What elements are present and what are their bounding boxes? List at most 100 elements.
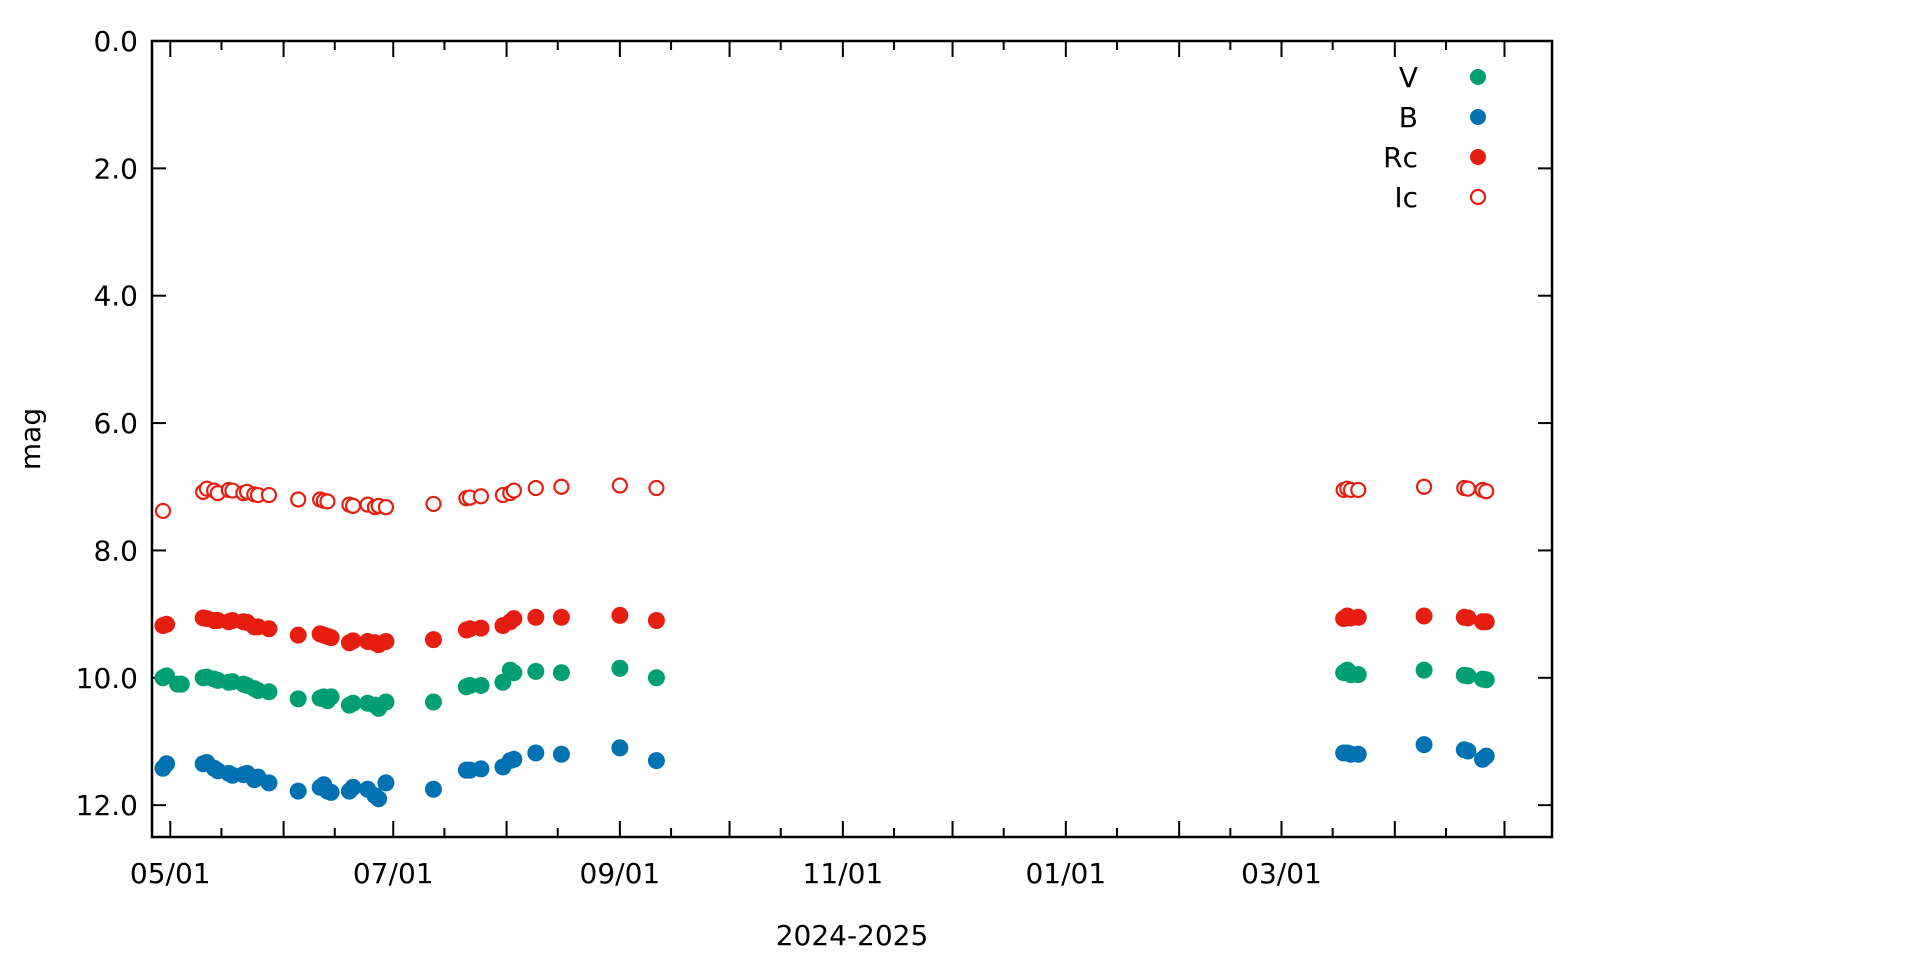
data-point-b <box>377 774 395 792</box>
data-point-rc <box>377 633 395 651</box>
data-point-rc <box>344 632 362 650</box>
series-rc <box>154 606 1495 654</box>
x-tick-label: 01/01 <box>1025 857 1106 890</box>
data-point-rc <box>505 610 523 628</box>
data-point-ic <box>425 495 442 513</box>
series-layer <box>154 477 1495 808</box>
data-point-ic <box>648 479 665 497</box>
data-point-rc <box>289 626 307 644</box>
legend-marker-ic <box>1469 188 1487 206</box>
data-point-ic <box>505 482 522 499</box>
data-point-v <box>289 690 307 708</box>
legend-marker-v <box>1470 69 1486 85</box>
data-point-v <box>1349 666 1367 684</box>
series-b <box>154 736 1495 808</box>
data-point-rc <box>260 620 278 638</box>
data-point-b <box>289 782 307 800</box>
data-point-b <box>344 778 362 796</box>
data-point-ic <box>377 499 395 516</box>
data-point-b <box>370 790 388 808</box>
data-point-b <box>1477 747 1495 765</box>
data-point-v <box>344 694 362 712</box>
y-tick-label: 0.0 <box>93 25 138 58</box>
legend-label-rc: Rc <box>1383 141 1418 174</box>
x-tick-label: 05/01 <box>130 857 211 890</box>
data-point-v <box>505 664 523 682</box>
data-point-b <box>552 745 570 763</box>
data-point-b <box>424 780 442 798</box>
data-point-ic <box>1459 480 1477 497</box>
x-tick-label: 03/01 <box>1241 857 1322 890</box>
data-point-rc <box>611 606 629 624</box>
data-point-rc <box>527 608 545 626</box>
y-tick-label: 10.0 <box>76 662 138 695</box>
data-point-b <box>527 744 545 762</box>
legend-label-b: B <box>1399 101 1418 134</box>
data-point-ic <box>553 478 570 495</box>
data-point-ic <box>1350 481 1367 499</box>
data-point-ic <box>611 477 628 494</box>
data-point-rc <box>472 619 490 637</box>
data-point-v <box>424 693 442 711</box>
data-point-b <box>1415 736 1433 754</box>
y-tick-label: 8.0 <box>93 534 138 567</box>
data-point-v <box>611 659 629 677</box>
series-ic <box>154 477 1495 520</box>
data-point-v <box>472 676 490 694</box>
data-point-b <box>611 739 629 757</box>
data-point-ic <box>1478 483 1495 500</box>
x-axis-title: 2024-2025 <box>776 919 929 952</box>
data-point-rc <box>1349 608 1367 626</box>
data-point-v <box>377 693 395 711</box>
data-point-b <box>1459 742 1477 760</box>
y-tick-label: 2.0 <box>93 152 138 185</box>
data-point-v <box>1477 671 1495 689</box>
data-point-b <box>260 774 278 792</box>
data-point-ic <box>344 497 362 514</box>
legend-label-ic: Ic <box>1394 181 1418 214</box>
data-point-ic <box>290 491 307 508</box>
legend-label-v: V <box>1399 61 1418 94</box>
data-point-b <box>158 755 176 773</box>
data-point-ic <box>472 488 490 505</box>
data-point-rc <box>552 608 570 626</box>
data-point-v <box>647 669 665 687</box>
data-point-ic <box>527 479 544 497</box>
data-point-rc <box>1459 609 1477 627</box>
x-axis-ticks: 05/01 07/01 09/01 11/01 01/01 03/01 <box>130 41 1506 890</box>
data-point-ic <box>1415 478 1433 495</box>
data-point-v <box>1459 667 1477 685</box>
data-point-v <box>527 662 545 680</box>
data-point-b <box>647 752 665 770</box>
data-point-b <box>472 760 490 778</box>
y-axis-title: mag <box>14 408 47 470</box>
y-axis-ticks: 0.0 2.0 4.0 6.0 8.0 10.0 12.0 <box>76 25 1552 822</box>
x-tick-label: 09/01 <box>580 857 661 890</box>
data-point-rc <box>424 631 442 649</box>
data-point-b <box>322 783 340 801</box>
y-tick-label: 6.0 <box>93 407 138 440</box>
data-point-v <box>172 675 190 693</box>
x-tick-label: 07/01 <box>353 857 434 890</box>
data-point-ic <box>154 502 172 520</box>
data-point-v <box>322 688 340 706</box>
data-point-v <box>552 664 570 682</box>
data-point-b <box>505 750 523 768</box>
legend-marker-b <box>1470 109 1486 125</box>
data-point-rc <box>158 615 176 633</box>
plot-frame <box>150 39 1554 839</box>
data-point-rc <box>1415 607 1433 625</box>
data-point-b <box>1349 745 1367 763</box>
y-tick-label: 12.0 <box>76 789 138 822</box>
data-point-ic <box>319 493 336 510</box>
legend[interactable]: VB Rc Ic <box>1383 61 1487 214</box>
data-point-rc <box>322 629 340 647</box>
data-point-ic <box>260 486 278 504</box>
data-point-v <box>260 683 278 701</box>
series-v <box>154 659 1495 717</box>
x-tick-label: 11/01 <box>803 857 884 890</box>
data-point-rc <box>647 611 665 629</box>
y-tick-label: 4.0 <box>93 280 138 313</box>
data-point-v <box>1415 661 1433 679</box>
